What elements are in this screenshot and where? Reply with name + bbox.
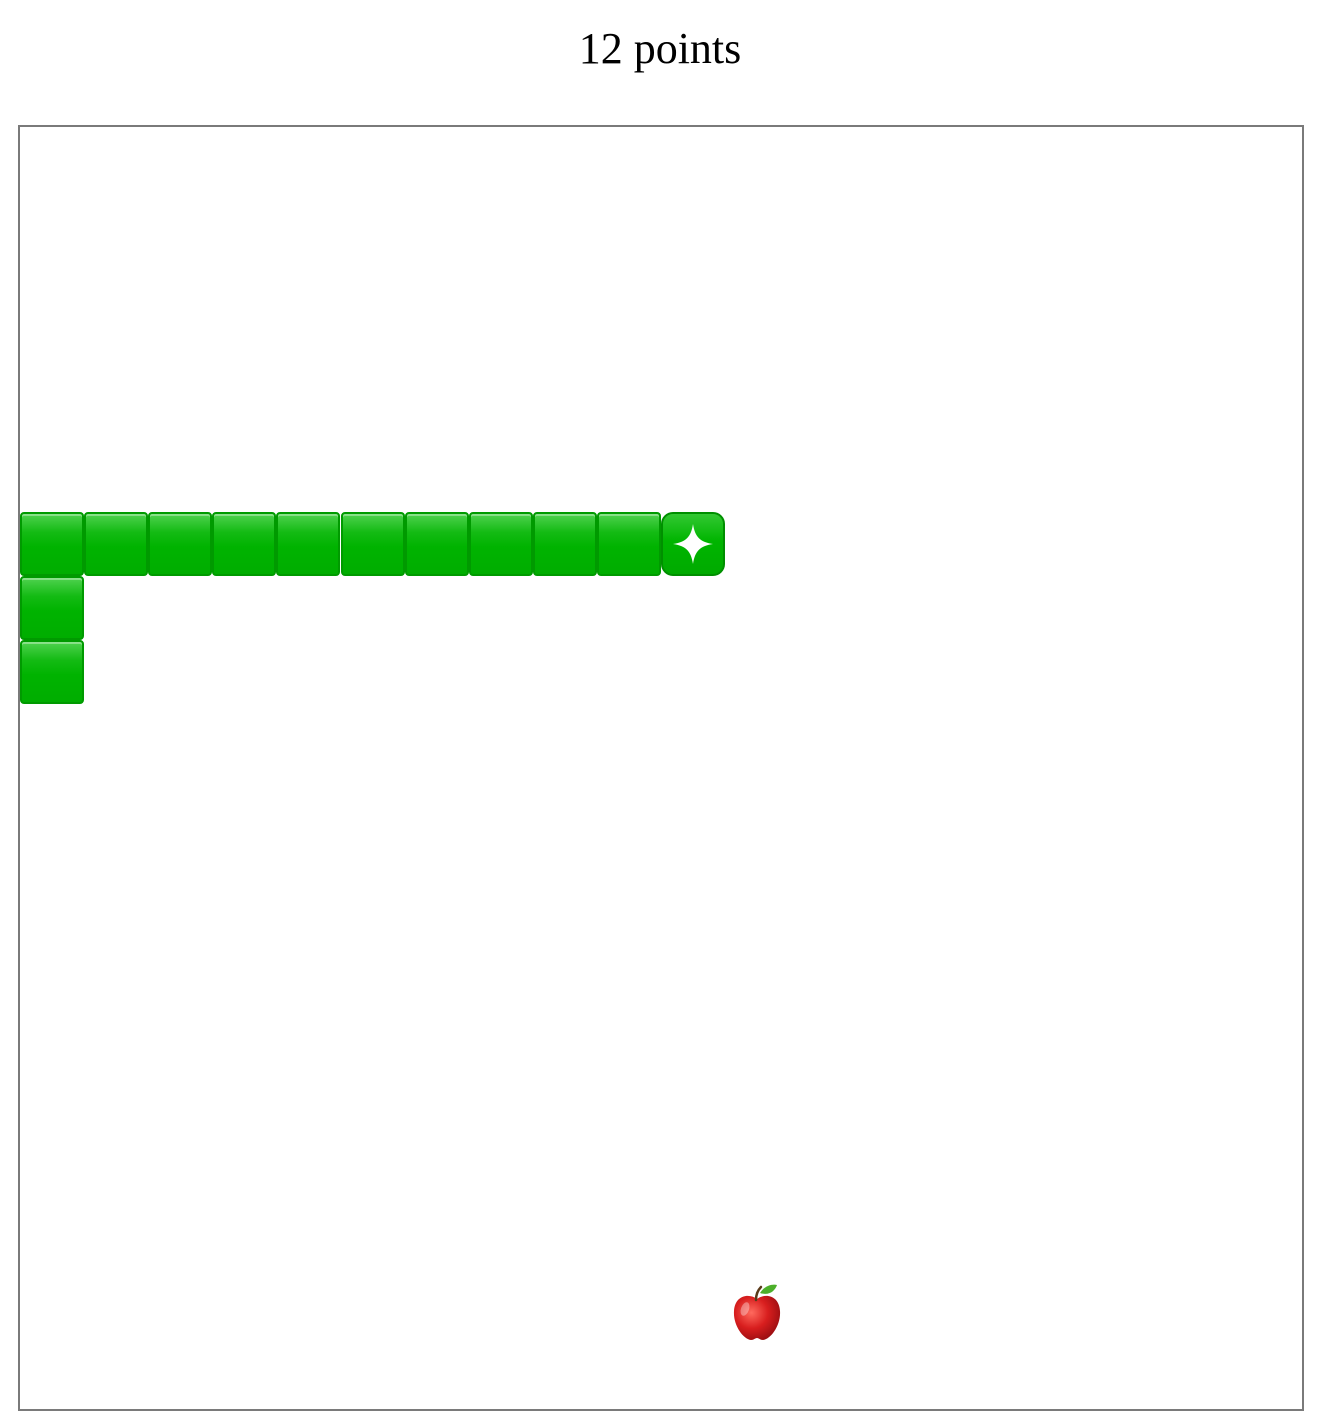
snake-segment [404, 511, 469, 576]
snake-segment [468, 511, 533, 576]
apple-icon [734, 1284, 781, 1340]
snake-segment [340, 511, 405, 576]
snake-segment [596, 511, 661, 576]
snake-segment [84, 511, 149, 576]
snake-segment [20, 639, 84, 704]
score-label: 12 points [578, 24, 742, 73]
apple-food [725, 1281, 789, 1345]
snake-head [661, 511, 725, 576]
snake-segment [148, 511, 213, 576]
snake-segment [212, 511, 277, 576]
game-board[interactable] [18, 125, 1304, 1411]
snake-segment [20, 575, 84, 640]
sparkle-icon [673, 523, 713, 564]
snake-segment [276, 511, 341, 576]
snake-segment [20, 511, 84, 576]
snake-segment [532, 511, 597, 576]
